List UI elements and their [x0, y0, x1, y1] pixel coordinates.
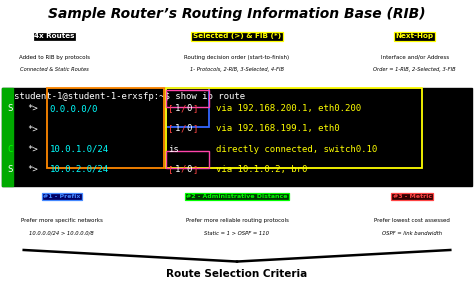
Text: 0: 0	[187, 165, 192, 174]
Text: Prefer more reliable routing protocols: Prefer more reliable routing protocols	[185, 218, 289, 223]
Text: 0.0.0.0/0: 0.0.0.0/0	[50, 104, 98, 113]
Text: #3 - Metric: #3 - Metric	[393, 194, 432, 199]
Text: #2 - Administrative Distance: #2 - Administrative Distance	[186, 194, 288, 199]
Text: 0: 0	[187, 104, 192, 113]
Text: *>: *>	[27, 144, 38, 153]
Text: Prefer more specific networks: Prefer more specific networks	[21, 218, 102, 223]
Text: ]: ]	[193, 104, 198, 113]
Text: C: C	[7, 144, 12, 153]
Bar	[2, 88, 472, 186]
Bar	[166, 151, 209, 168]
Text: Added to RIB by protocols: Added to RIB by protocols	[19, 55, 90, 60]
Text: Prefer lowest cost assessed: Prefer lowest cost assessed	[374, 218, 450, 223]
Text: 1: 1	[174, 165, 180, 174]
Text: S: S	[7, 165, 12, 174]
Text: 10.0.2.0/24: 10.0.2.0/24	[50, 165, 109, 174]
Text: 10.0.0.0/24 > 10.0.0.0/8: 10.0.0.0/24 > 10.0.0.0/8	[29, 231, 94, 236]
Text: via 192.168.200.1, eth0.200: via 192.168.200.1, eth0.200	[216, 104, 361, 113]
Text: 4x Routes: 4x Routes	[34, 33, 75, 39]
Text: Routing decision order (start-to-finish): Routing decision order (start-to-finish)	[184, 55, 290, 60]
Bar	[166, 88, 422, 168]
Text: directly connected, switch0.10: directly connected, switch0.10	[216, 144, 377, 153]
Text: 1- Protocols, 2-RIB, 3-Selected, 4-FIB: 1- Protocols, 2-RIB, 3-Selected, 4-FIB	[190, 67, 284, 72]
Text: ]: ]	[193, 124, 198, 133]
Text: via 10.1.0.2, br0: via 10.1.0.2, br0	[216, 165, 307, 174]
Text: *>: *>	[27, 104, 38, 113]
Text: Sample Router’s Routing Information Base (RIB): Sample Router’s Routing Information Base…	[48, 7, 426, 21]
Text: /: /	[181, 104, 186, 113]
Text: 10.0.1.0/24: 10.0.1.0/24	[50, 144, 109, 153]
Bar	[47, 88, 164, 168]
Text: 1: 1	[174, 124, 180, 133]
Text: student-1@student-1-erxsfp:~$ show ip route: student-1@student-1-erxsfp:~$ show ip ro…	[14, 92, 246, 101]
Text: #1 - Prefix: #1 - Prefix	[43, 194, 80, 199]
Text: 1: 1	[174, 104, 180, 113]
Text: *>: *>	[27, 124, 38, 133]
Text: Selected (>) & FIB (*): Selected (>) & FIB (*)	[193, 33, 281, 39]
Bar	[2, 88, 13, 186]
Text: Route Selection Criteria: Route Selection Criteria	[166, 269, 308, 279]
Text: OSPF = link bandwidth: OSPF = link bandwidth	[383, 231, 442, 236]
Text: Static = 1 > OSPF = 110: Static = 1 > OSPF = 110	[204, 231, 270, 236]
Text: /: /	[181, 165, 186, 174]
Text: Next-Hop: Next-Hop	[396, 33, 434, 39]
Bar	[166, 90, 209, 107]
Text: [: [	[168, 104, 173, 113]
Text: /: /	[181, 124, 186, 133]
Text: [: [	[168, 124, 173, 133]
Text: ]: ]	[193, 165, 198, 174]
Text: Interface and/or Address: Interface and/or Address	[381, 55, 449, 60]
Bar	[166, 88, 209, 127]
Text: [: [	[168, 165, 173, 174]
Text: Order = 1-RIB, 2-Selected, 3-FIB: Order = 1-RIB, 2-Selected, 3-FIB	[374, 67, 456, 72]
Text: via 192.168.199.1, eth0: via 192.168.199.1, eth0	[216, 124, 339, 133]
Text: is: is	[168, 144, 179, 153]
Text: *>: *>	[27, 165, 38, 174]
Text: 0: 0	[187, 124, 192, 133]
Text: S: S	[7, 104, 12, 113]
Text: Connected & Static Routes: Connected & Static Routes	[20, 67, 89, 72]
